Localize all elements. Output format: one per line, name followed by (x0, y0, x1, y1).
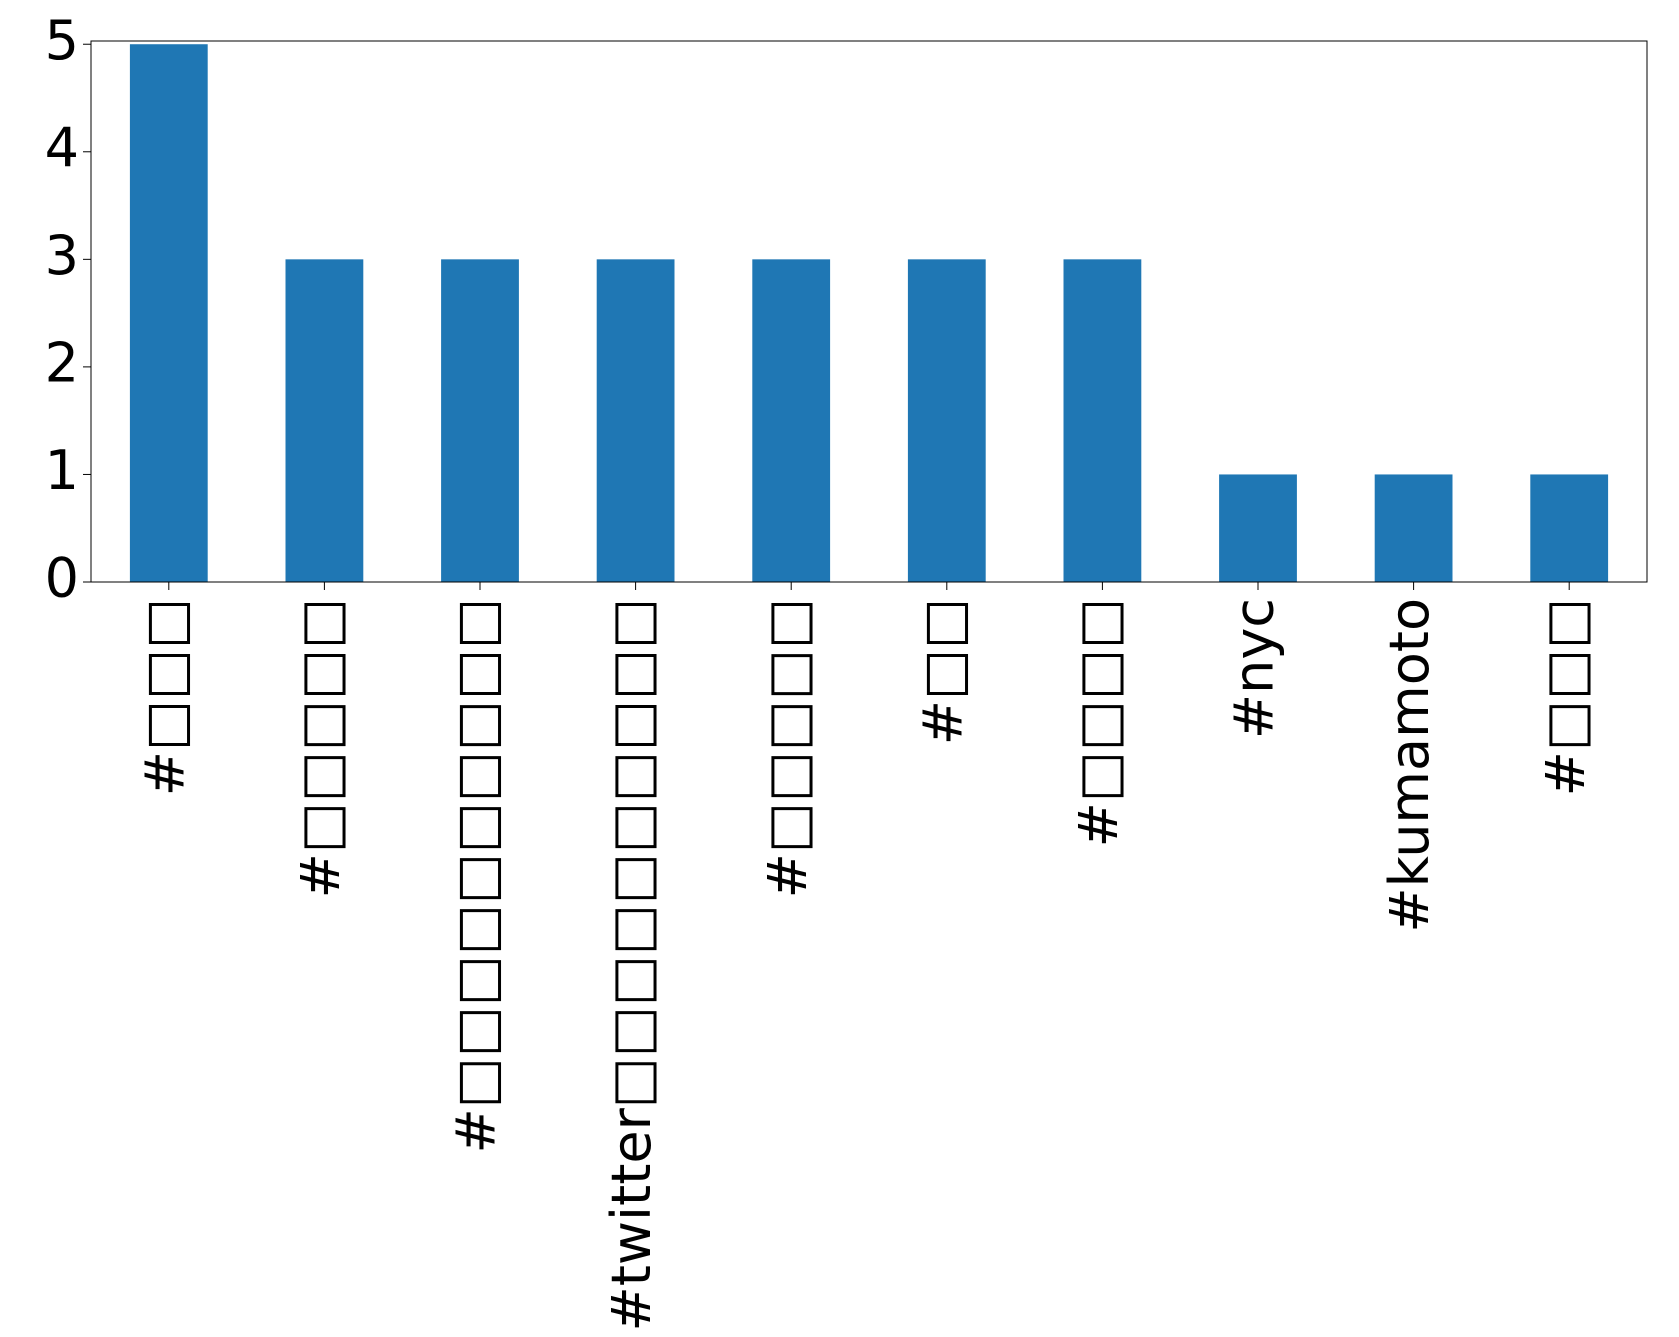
y-tick-label: 1 (45, 439, 79, 502)
x-tick-label: #□□□ (133, 598, 196, 796)
x-tick-label: #□□□□ (1067, 598, 1130, 847)
y-tick-label: 5 (45, 9, 79, 72)
y-tick-label: 0 (45, 547, 79, 610)
x-tick-label: #nyc (1223, 598, 1286, 739)
x-tick-label: #kumamoto (1378, 598, 1441, 933)
y-tick-label: 3 (45, 224, 79, 287)
x-tick-label: #□□□□□□□□□□ (445, 598, 508, 1153)
bar (1219, 474, 1297, 582)
bar (596, 259, 675, 582)
bar (907, 259, 986, 582)
x-tick-label: #twitter□□□□□□□□□□ (600, 598, 663, 1332)
bar (1374, 474, 1453, 582)
x-tick-label: #□□□□□ (289, 598, 352, 898)
bar (752, 259, 831, 582)
bar (1063, 259, 1142, 582)
plot-frame (90, 40, 1648, 583)
x-tick-label: #□□□□□ (756, 598, 819, 898)
bar (441, 259, 519, 582)
bar (285, 259, 364, 582)
x-tick-label: #□□ (911, 598, 974, 745)
y-tick-label: 4 (45, 116, 79, 179)
x-tick-label: #□□□ (1534, 598, 1597, 796)
bar (1530, 474, 1609, 582)
y-tick-label: 2 (45, 332, 79, 395)
bar (129, 44, 208, 583)
